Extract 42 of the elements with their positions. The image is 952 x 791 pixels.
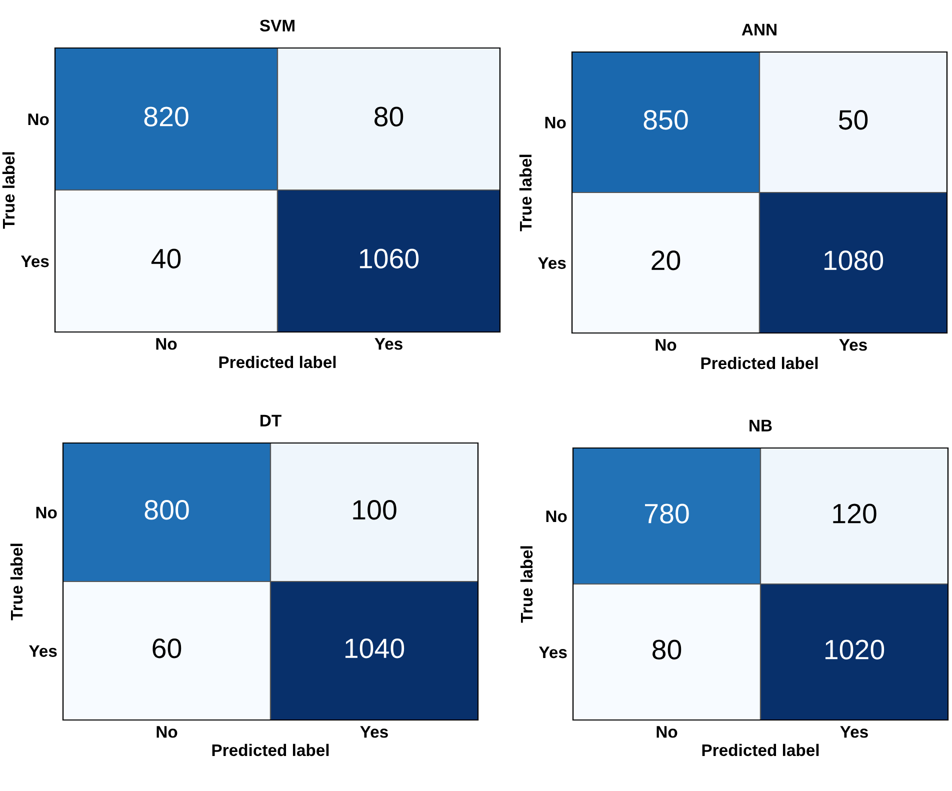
data-label: 80 [374,106,404,126]
data-label: 800 [144,500,189,520]
x-axis-title: Predicted label [219,356,336,368]
x-axis-title: Predicted label [212,744,329,756]
data-label: 820 [144,106,188,126]
data-label: 100 [353,500,396,520]
data-label: 60 [152,638,182,658]
chart-title: ANN [742,24,776,36]
data-label: 850 [644,110,688,130]
chart-title: NB [750,420,772,432]
data-label: 80 [652,640,682,660]
data-label: 1060 [360,248,419,268]
y-tick-label: No [545,116,566,128]
y-tick-label: Yes [28,645,57,657]
x-axis-title: Predicted label [702,744,819,756]
x-tick-label: No [156,338,177,350]
data-label: 1020 [825,640,884,660]
chart-title: SVM [260,20,294,32]
x-tick-label: Yes [360,726,388,738]
data-label: 20 [652,250,680,270]
y-axis-title: True label [2,152,15,229]
x-tick-label: Yes [839,339,867,351]
y-axis-title: True label [10,544,23,620]
data-label: 50 [838,110,868,130]
data-label: 120 [833,504,876,524]
x-tick-label: Yes [374,338,402,350]
x-tick-label: No [656,726,678,738]
y-tick-label: No [28,114,49,126]
y-axis-title: True label [520,546,533,623]
x-tick-label: No [156,726,178,738]
data-label: 1080 [824,250,884,270]
data-label: 40 [151,248,181,268]
x-tick-label: No [656,339,676,351]
data-label: 1040 [345,638,404,658]
y-tick-label: Yes [538,646,567,658]
x-axis-title: Predicted label [701,356,818,370]
y-tick-label: No [546,510,567,522]
chart-title: DT [260,414,282,426]
y-tick-label: Yes [538,257,566,269]
data-label: 780 [645,504,689,524]
y-axis-title: True label [519,154,532,232]
x-tick-label: Yes [840,726,868,738]
